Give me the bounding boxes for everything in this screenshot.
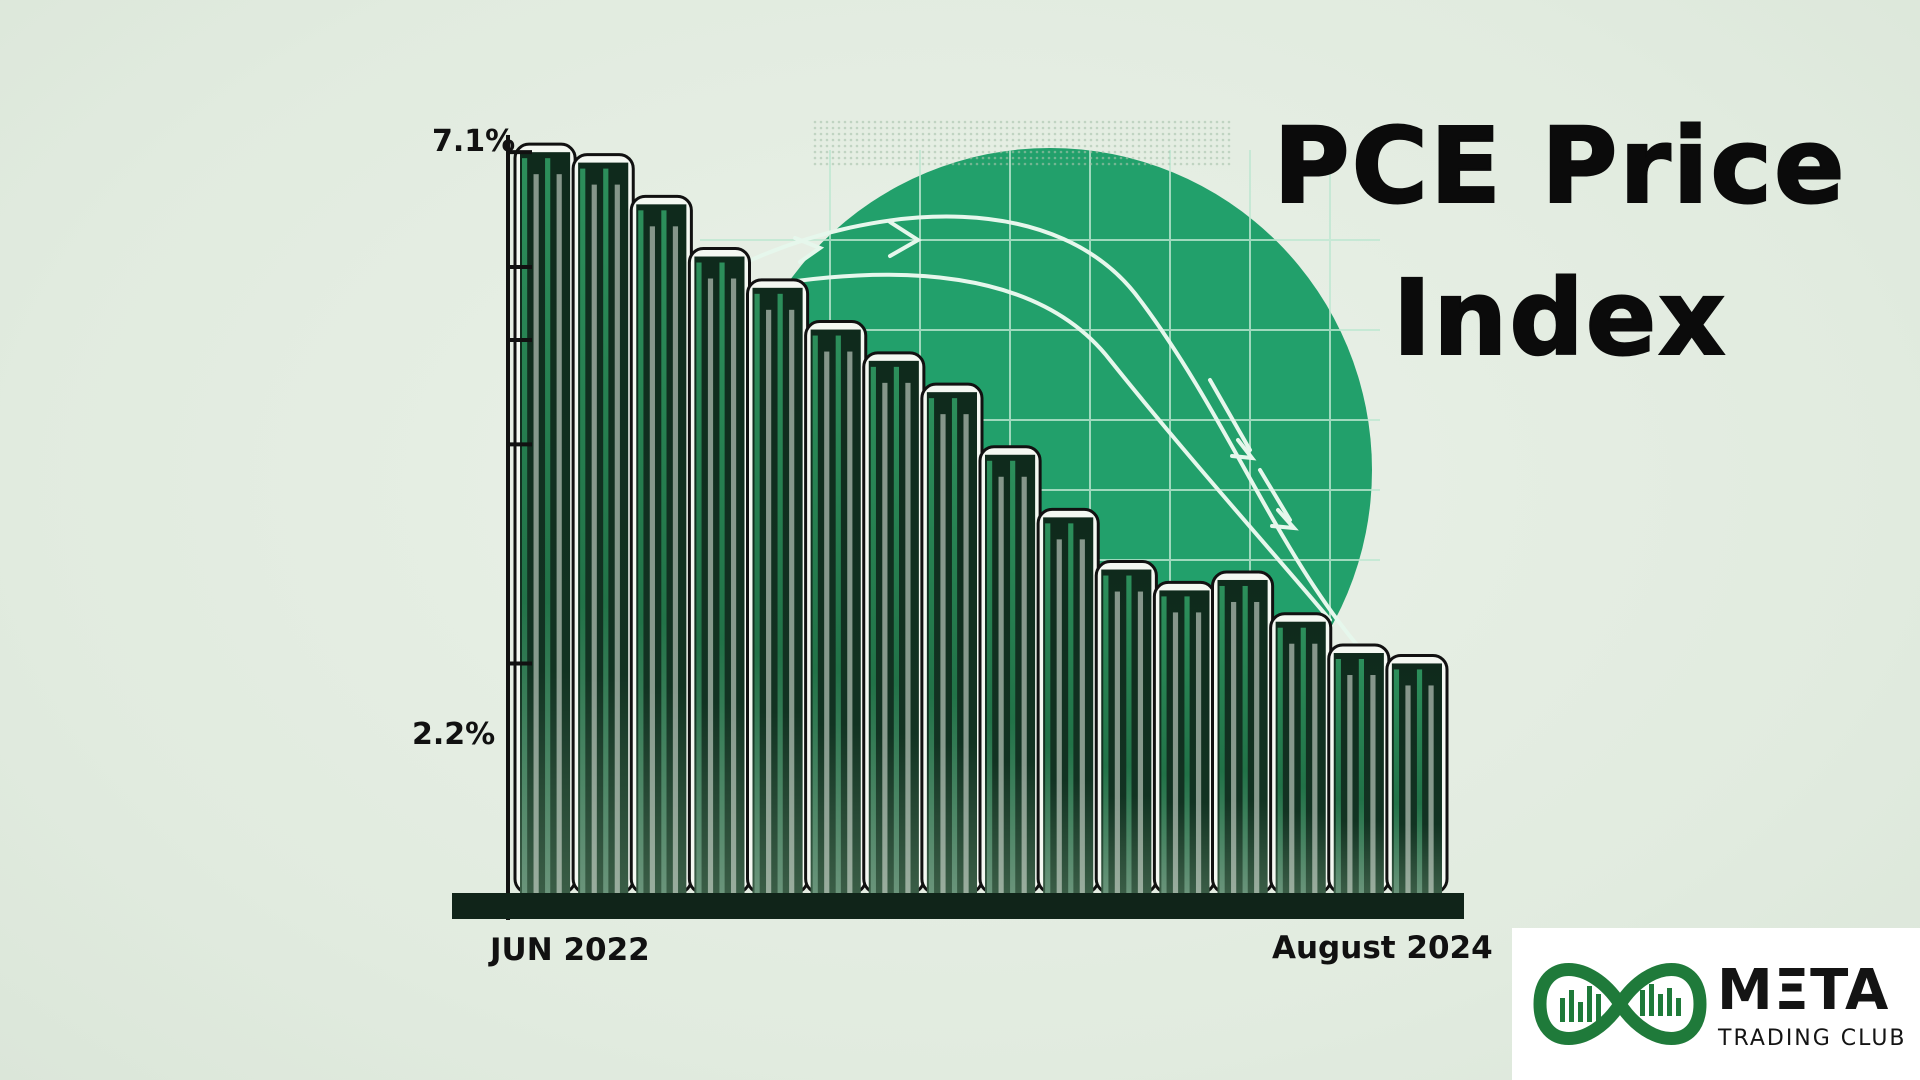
bar [1385,653,1449,895]
bar [687,247,751,895]
bar [746,278,810,895]
bar [1327,643,1391,895]
y-axis-ticks [508,150,532,666]
bar [978,445,1042,895]
x-axis [452,893,1464,919]
bar [571,153,635,895]
bar-series [513,142,1449,895]
bar [862,351,926,895]
bar [1036,507,1100,895]
title-line-1: PCE Price [1272,104,1847,228]
title-line-2: Index [1392,256,1728,380]
bar [1152,580,1216,895]
bar [629,194,693,895]
bar [804,320,868,895]
chart-title: PCE Price Index [1190,90,1920,394]
bar [513,142,577,895]
bar [1211,570,1275,895]
x-label-end: August 2024 [1272,930,1493,966]
halftone-band [813,120,1231,166]
bar [1094,560,1158,895]
y-tick-label-top: 7.1% [432,124,516,159]
bar [920,382,984,895]
brand-logo: MΞTA TRADING CLUB [1512,928,1920,1080]
bar [1269,612,1333,895]
y-tick-label-bottom: 2.2% [412,717,496,752]
infinity-chart-icon [1533,963,1707,1045]
logo-brand-text: MΞTA [1717,958,1890,1023]
logo-sub-text: TRADING CLUB [1718,1026,1907,1051]
x-label-start: JUN 2022 [490,932,650,968]
